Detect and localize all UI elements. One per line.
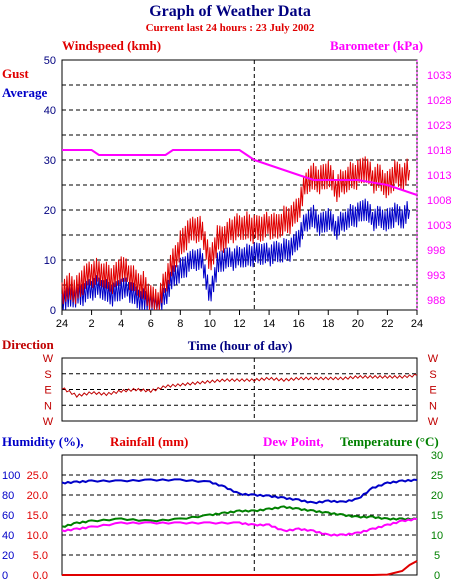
direction-right-tick: E	[429, 385, 436, 397]
chart-title: Graph of Weather Data	[149, 3, 311, 20]
barometer-y-tick: 1023	[427, 120, 451, 132]
wind-y-tick: 20	[44, 205, 56, 217]
direction-right-tick: W	[428, 416, 439, 428]
x-tick-label: 24	[56, 318, 68, 330]
dewpoint-title: Dew Point,	[263, 434, 324, 449]
gust-legend: Gust	[2, 66, 29, 81]
rainfall-y-tick: 20.0	[27, 490, 48, 502]
humidity-y-tick: 100	[2, 470, 20, 482]
x-tick-label: 2	[89, 318, 95, 330]
barometer-y-tick: 1018	[427, 145, 451, 157]
barometer-y-tick: 1028	[427, 95, 451, 107]
direction-right-tick: N	[429, 400, 437, 412]
rainfall-y-tick: 0.0	[33, 570, 48, 582]
temperature-title: Temperature (°C)	[340, 434, 439, 449]
direction-right-tick: W	[428, 353, 439, 365]
temperature-y-tick: 25	[431, 470, 443, 482]
temperature-y-tick: 30	[431, 450, 443, 462]
wind-y-tick: 40	[44, 105, 56, 117]
humidity-line	[61, 478, 418, 505]
humidity-y-tick: 20	[2, 550, 14, 562]
rainfall-title: Rainfall (mm)	[110, 434, 188, 449]
direction-left-tick: S	[44, 369, 51, 381]
humidity-y-tick: 80	[2, 490, 14, 502]
x-tick-label: 14	[263, 318, 275, 330]
rainfall-y-tick: 10.0	[27, 530, 48, 542]
barometer-axis-title: Barometer (kPa)	[330, 38, 423, 53]
x-tick-label: 16	[293, 318, 305, 330]
wind-y-tick: 0	[50, 305, 56, 317]
x-tick-label: 8	[177, 318, 183, 330]
rainfall-y-tick: 5.0	[33, 550, 48, 562]
rainfall-line	[62, 560, 418, 576]
direction-left-tick: E	[44, 385, 51, 397]
barometer-y-tick: 1008	[427, 195, 451, 207]
wind-y-tick: 50	[44, 55, 56, 67]
temperature-y-tick: 5	[434, 550, 440, 562]
barometer-y-tick: 1013	[427, 170, 451, 182]
temperature-line	[61, 505, 418, 528]
direction-left-tick: W	[43, 416, 54, 428]
x-tick-label: 6	[148, 318, 154, 330]
windspeed-axis-title: Windspeed (kmh)	[62, 38, 161, 53]
x-tick-label: 4	[118, 318, 124, 330]
direction-title: Direction	[2, 337, 55, 352]
x-axis-title: Time (hour of day)	[188, 338, 293, 353]
average-legend: Average	[2, 85, 47, 100]
humidity-y-tick: 60	[2, 510, 14, 522]
barometer-y-tick: 1003	[427, 220, 451, 232]
barometer-y-tick: 998	[427, 245, 445, 257]
x-tick-label: 10	[204, 318, 216, 330]
rainfall-y-tick: 15.0	[27, 510, 48, 522]
temperature-y-tick: 0	[434, 570, 440, 582]
barometer-y-tick: 1033	[427, 70, 451, 82]
direction-left-tick: W	[43, 353, 54, 365]
barometer-y-tick: 993	[427, 270, 445, 282]
humidity-title: Humidity (%),	[2, 434, 84, 449]
wind-y-tick: 10	[44, 255, 56, 267]
direction-right-tick: S	[429, 369, 436, 381]
x-tick-label: 24	[411, 318, 423, 330]
direction-left-tick: N	[44, 400, 52, 412]
x-tick-label: 18	[322, 318, 334, 330]
temperature-y-tick: 15	[431, 510, 443, 522]
x-tick-label: 12	[233, 318, 245, 330]
direction-line	[61, 373, 418, 398]
temperature-y-tick: 10	[431, 530, 443, 542]
barometer-line	[62, 149, 418, 196]
rainfall-y-tick: 25.0	[27, 470, 48, 482]
average-wind-line	[61, 198, 411, 311]
x-tick-label: 22	[381, 318, 393, 330]
dewpoint-line	[61, 517, 418, 537]
chart-subtitle: Current last 24 hours : 23 July 2002	[146, 22, 315, 34]
temperature-y-tick: 20	[431, 490, 443, 502]
wind-y-tick: 30	[44, 155, 56, 167]
gust-wind-line	[61, 156, 411, 311]
x-tick-label: 20	[352, 318, 364, 330]
humidity-y-tick: 40	[2, 530, 14, 542]
barometer-y-tick: 988	[427, 295, 445, 307]
humidity-y-tick: 0	[2, 570, 8, 582]
